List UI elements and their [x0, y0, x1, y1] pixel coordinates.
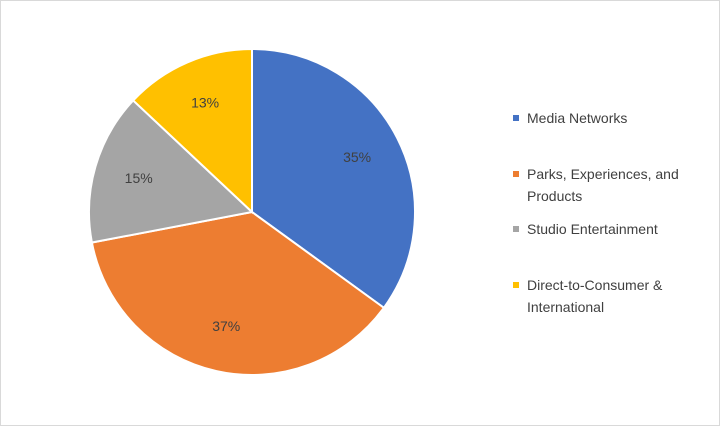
legend-swatch-studio-entertainment — [513, 226, 519, 232]
legend-label-direct-to-consumer: Direct-to-Consumer & International — [527, 277, 663, 315]
data-label-parks-experiences-products: 37% — [212, 318, 240, 334]
legend-swatch-direct-to-consumer — [513, 282, 519, 288]
legend-label-studio-entertainment: Studio Entertainment — [527, 221, 658, 237]
legend-label-parks-experiences-products: Parks, Experiences, and Products — [527, 166, 679, 204]
data-label-studio-entertainment: 15% — [125, 170, 153, 186]
legend-label-media-networks: Media Networks — [527, 110, 628, 126]
pie-slice-media-networks — [251, 47, 416, 310]
legend-swatch-parks-experiences-products — [513, 171, 519, 177]
legend-item-direct-to-consumer: Direct-to-Consumer & International — [513, 274, 709, 318]
legend-item-studio-entertainment: Studio Entertainment — [513, 218, 709, 240]
data-label-direct-to-consumer: 13% — [191, 94, 219, 110]
data-label-media-networks: 35% — [343, 149, 371, 165]
legend-item-media-networks: Media Networks — [513, 107, 709, 129]
pie-slice-studio-entertainment — [88, 99, 255, 244]
pie-slice-parks-experiences-products — [90, 210, 386, 376]
legend-swatch-media-networks — [513, 115, 519, 121]
legend-item-parks-experiences-products: Parks, Experiences, and Products — [513, 163, 709, 207]
legend: Media Networks Parks, Experiences, and P… — [513, 1, 713, 425]
pie-slice-direct-to-consumer — [131, 47, 253, 215]
